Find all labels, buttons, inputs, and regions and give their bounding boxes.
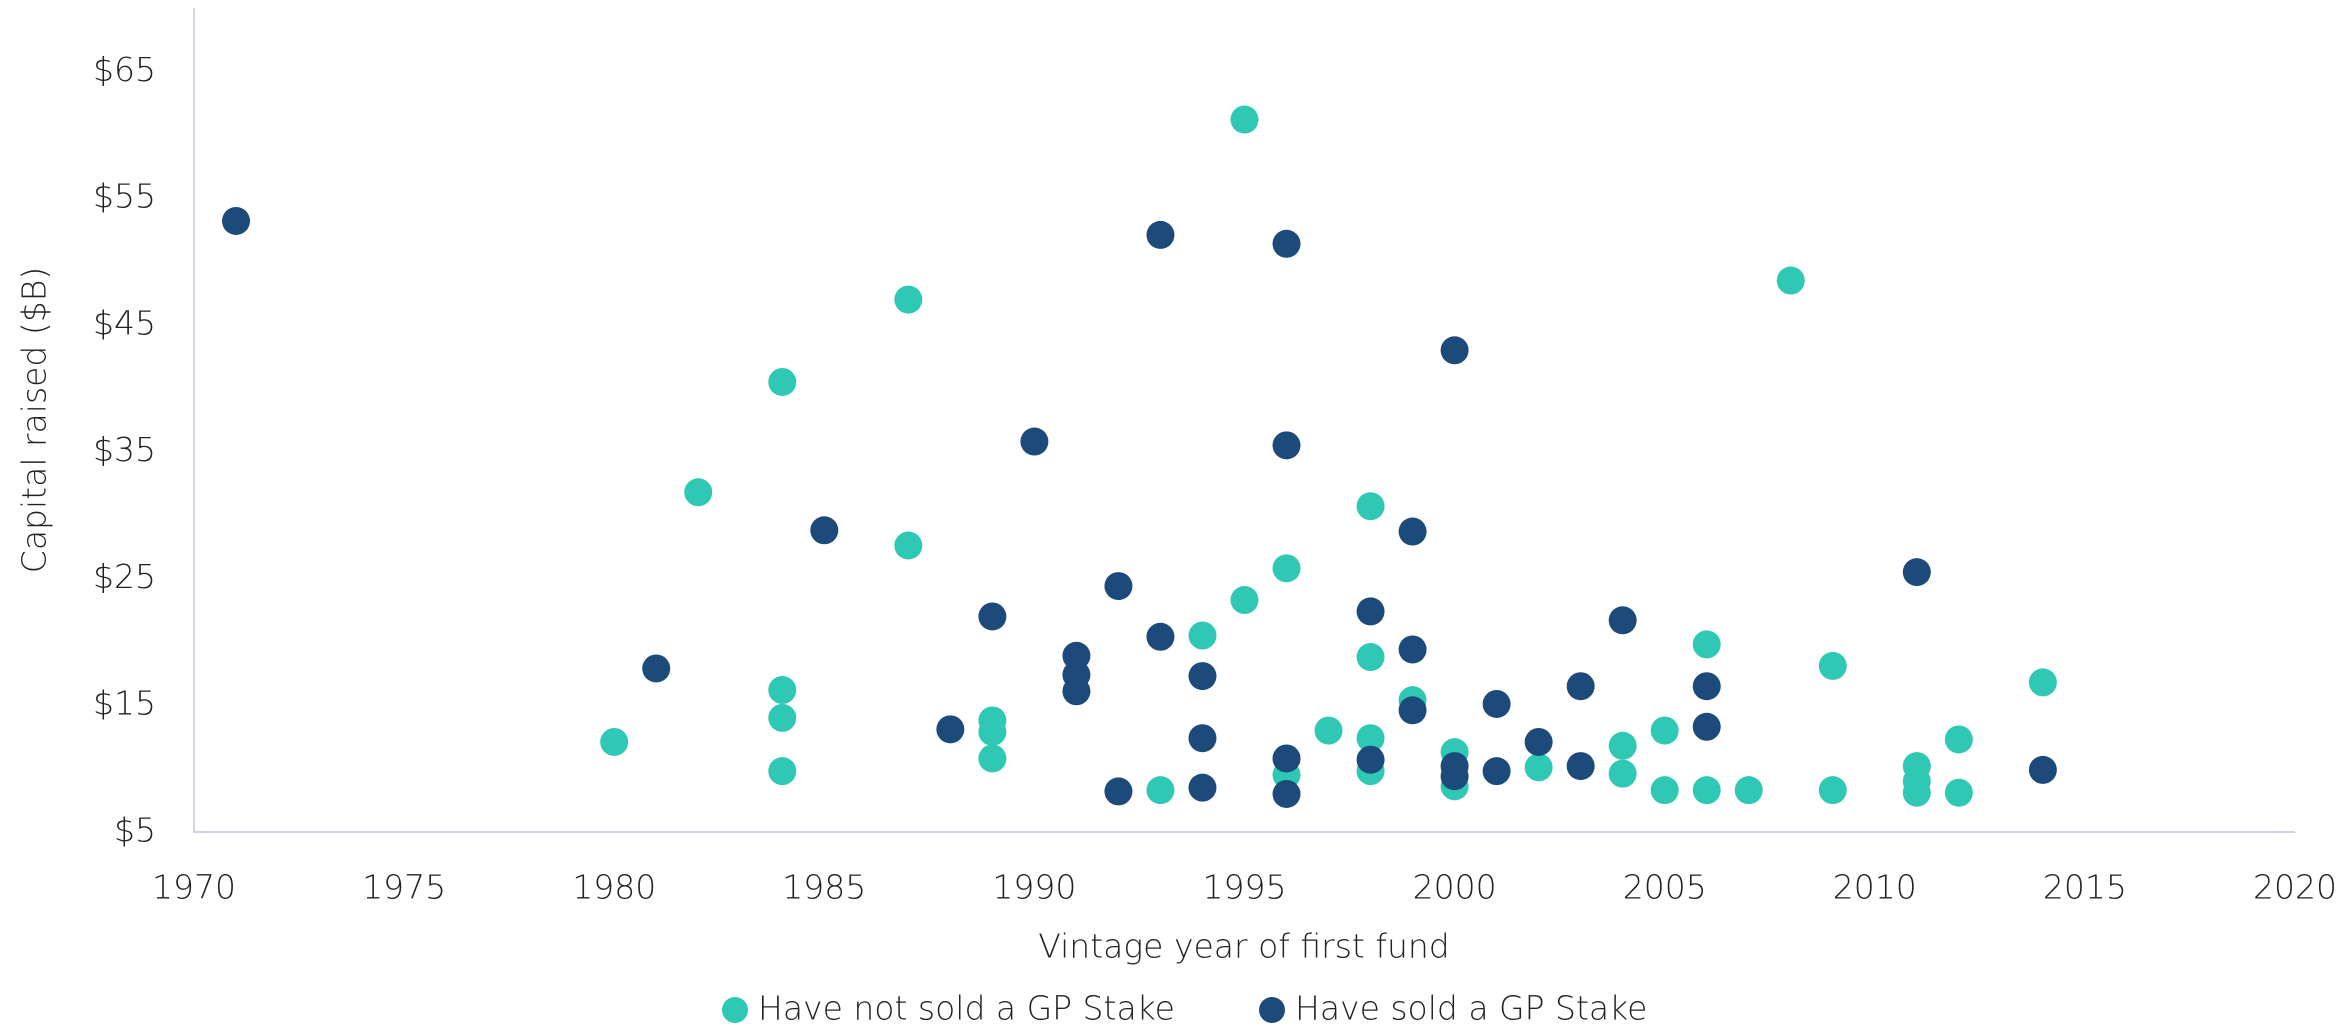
scatter-point	[1692, 630, 1721, 659]
y-axis-label: Capital raised ($B)	[15, 267, 54, 573]
scatter-point	[1608, 759, 1637, 788]
scatter-point	[1356, 597, 1385, 626]
scatter-point	[1146, 776, 1175, 805]
scatter-point	[1902, 778, 1931, 807]
scatter-point	[978, 602, 1007, 631]
x-tick-label: 1970	[152, 868, 236, 907]
legend-label: Have sold a GP Stake	[1295, 989, 1647, 1028]
y-tick-label: $5	[114, 811, 156, 850]
scatter-point	[978, 744, 1007, 773]
scatter-point	[978, 717, 1007, 746]
scatter-point	[768, 676, 797, 705]
scatter-point	[1188, 621, 1217, 650]
y-tick-label: $25	[93, 557, 156, 596]
scatter-point	[1902, 558, 1931, 587]
scatter-point	[2028, 668, 2057, 697]
scatter-point	[1230, 105, 1259, 134]
scatter-point	[1356, 492, 1385, 521]
scatter-point	[1566, 672, 1595, 701]
scatter-point	[1146, 622, 1175, 651]
y-tick-label: $65	[93, 50, 156, 89]
scatter-point	[1692, 712, 1721, 741]
scatter-point	[1692, 672, 1721, 701]
scatter-point	[1272, 431, 1301, 460]
y-tick-label: $15	[93, 684, 156, 723]
scatter-point	[768, 757, 797, 786]
scatter-point	[1104, 777, 1133, 806]
scatter-point	[1188, 662, 1217, 691]
scatter-point	[1482, 689, 1511, 718]
scatter-point	[1272, 229, 1301, 258]
scatter-point	[1104, 572, 1133, 601]
x-tick-label: 1990	[992, 868, 1076, 907]
scatter-point	[810, 516, 839, 545]
x-tick-label: 2005	[1623, 868, 1707, 907]
scatter-point	[642, 654, 671, 683]
scatter-point	[1776, 266, 1805, 295]
x-tick-label: 1975	[362, 868, 446, 907]
scatter-point	[684, 478, 713, 507]
x-tick-label: 1985	[782, 868, 866, 907]
scatter-point	[1188, 724, 1217, 753]
scatter-point	[1230, 586, 1259, 615]
scatter-point	[936, 715, 965, 744]
scatter-point	[600, 727, 629, 756]
scatter-point	[894, 531, 923, 560]
scatter-point	[1440, 336, 1469, 365]
scatter-point	[1398, 696, 1427, 725]
x-tick-label: 1995	[1203, 868, 1287, 907]
legend-label: Have not sold a GP Stake	[758, 989, 1175, 1028]
scatter-point	[768, 703, 797, 732]
scatter-point	[1524, 727, 1553, 756]
x-tick-label: 2010	[1833, 868, 1917, 907]
scatter-point	[1692, 776, 1721, 805]
scatter-point	[1650, 716, 1679, 745]
scatter-point	[1398, 517, 1427, 546]
scatter-point	[222, 206, 251, 235]
scatter-point	[1356, 724, 1385, 753]
x-tick-label: 1980	[572, 868, 656, 907]
y-tick-label: $45	[93, 303, 156, 342]
scatter-point	[1944, 725, 1973, 754]
scatter-point	[2028, 755, 2057, 784]
scatter-point	[1020, 427, 1049, 456]
x-tick-label: 2015	[2043, 868, 2127, 907]
scatter-point	[1356, 745, 1385, 774]
scatter-point	[1188, 773, 1217, 802]
x-axis-label: Vintage year of first fund	[1038, 927, 1449, 966]
scatter-point	[894, 285, 923, 314]
legend-marker	[722, 997, 748, 1023]
scatter-point	[1608, 731, 1637, 760]
scatter-point	[1524, 753, 1553, 782]
scatter-point	[1608, 606, 1637, 635]
x-tick-label: 2020	[2253, 868, 2337, 907]
scatter-point	[1650, 776, 1679, 805]
scatter-point	[1272, 779, 1301, 808]
scatter-point	[1272, 554, 1301, 583]
scatter-point	[768, 367, 797, 396]
scatter-point	[1314, 716, 1343, 745]
scatter-point	[1734, 776, 1763, 805]
scatter-point	[1272, 744, 1301, 773]
scatter-point	[1356, 643, 1385, 672]
scatter-point	[1062, 677, 1091, 706]
scatter-point	[1398, 635, 1427, 664]
y-tick-label: $35	[93, 430, 156, 469]
scatter-point	[1818, 776, 1847, 805]
scatter-point	[1440, 762, 1469, 791]
scatter-point	[1818, 651, 1847, 680]
legend-marker	[1259, 997, 1285, 1023]
scatter-point	[1482, 757, 1511, 786]
x-tick-label: 2000	[1413, 868, 1497, 907]
y-tick-label: $55	[93, 177, 156, 216]
scatter-point	[1944, 778, 1973, 807]
scatter-point	[1566, 752, 1595, 781]
scatter-point	[1146, 220, 1175, 249]
